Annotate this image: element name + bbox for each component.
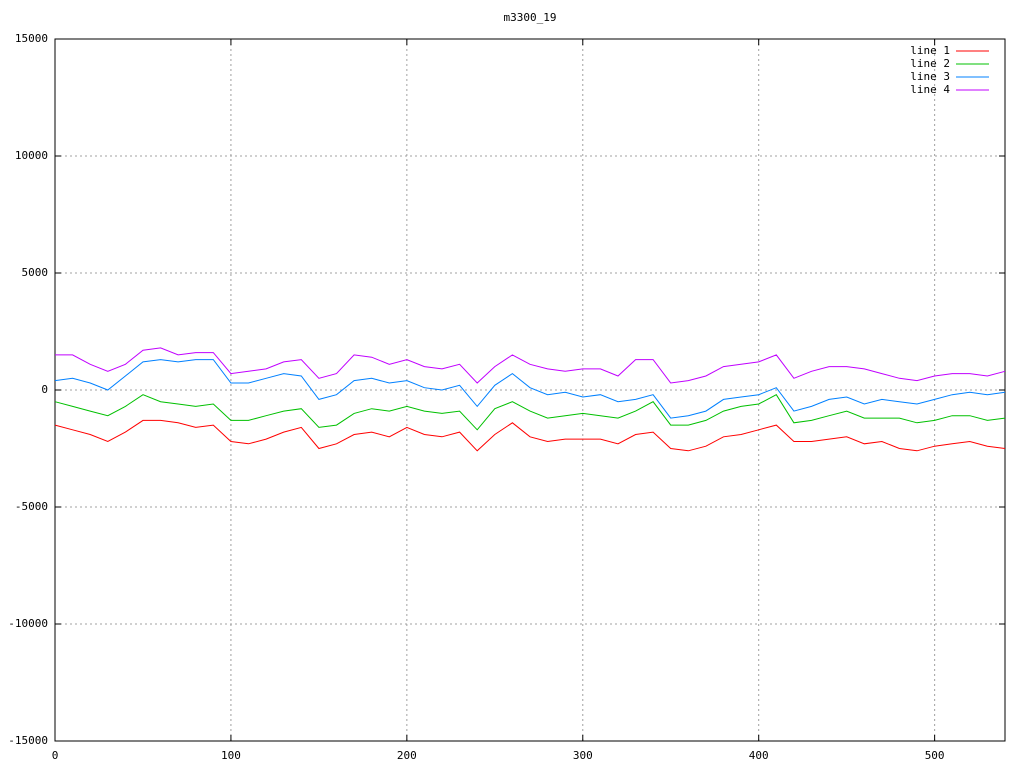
legend-label: line 3 <box>910 70 950 83</box>
data-line <box>54 359 1006 419</box>
y-tick-label: -15000 <box>8 734 48 747</box>
legend-label: line 1 <box>910 44 950 57</box>
x-tick-label: 200 <box>397 749 417 762</box>
data-line <box>54 419 1006 452</box>
y-tick-label: 15000 <box>15 32 48 45</box>
data-line <box>54 394 1006 431</box>
x-tick-label: 100 <box>221 749 241 762</box>
chart-title: m3300_19 <box>504 11 557 24</box>
y-tick-label: 5000 <box>22 266 49 279</box>
x-tick-label: 500 <box>925 749 945 762</box>
x-tick-label: 400 <box>749 749 769 762</box>
y-tick-label: -10000 <box>8 617 48 630</box>
x-tick-label: 300 <box>573 749 593 762</box>
plot-border <box>54 38 1006 742</box>
y-tick-label: 10000 <box>15 149 48 162</box>
legend-label: line 4 <box>910 83 950 96</box>
y-tick-label: -5000 <box>15 500 48 513</box>
y-tick-label: 0 <box>41 383 48 396</box>
data-line <box>55 347 1006 384</box>
legend-label: line 2 <box>910 57 950 70</box>
x-tick-label: 0 <box>52 749 59 762</box>
